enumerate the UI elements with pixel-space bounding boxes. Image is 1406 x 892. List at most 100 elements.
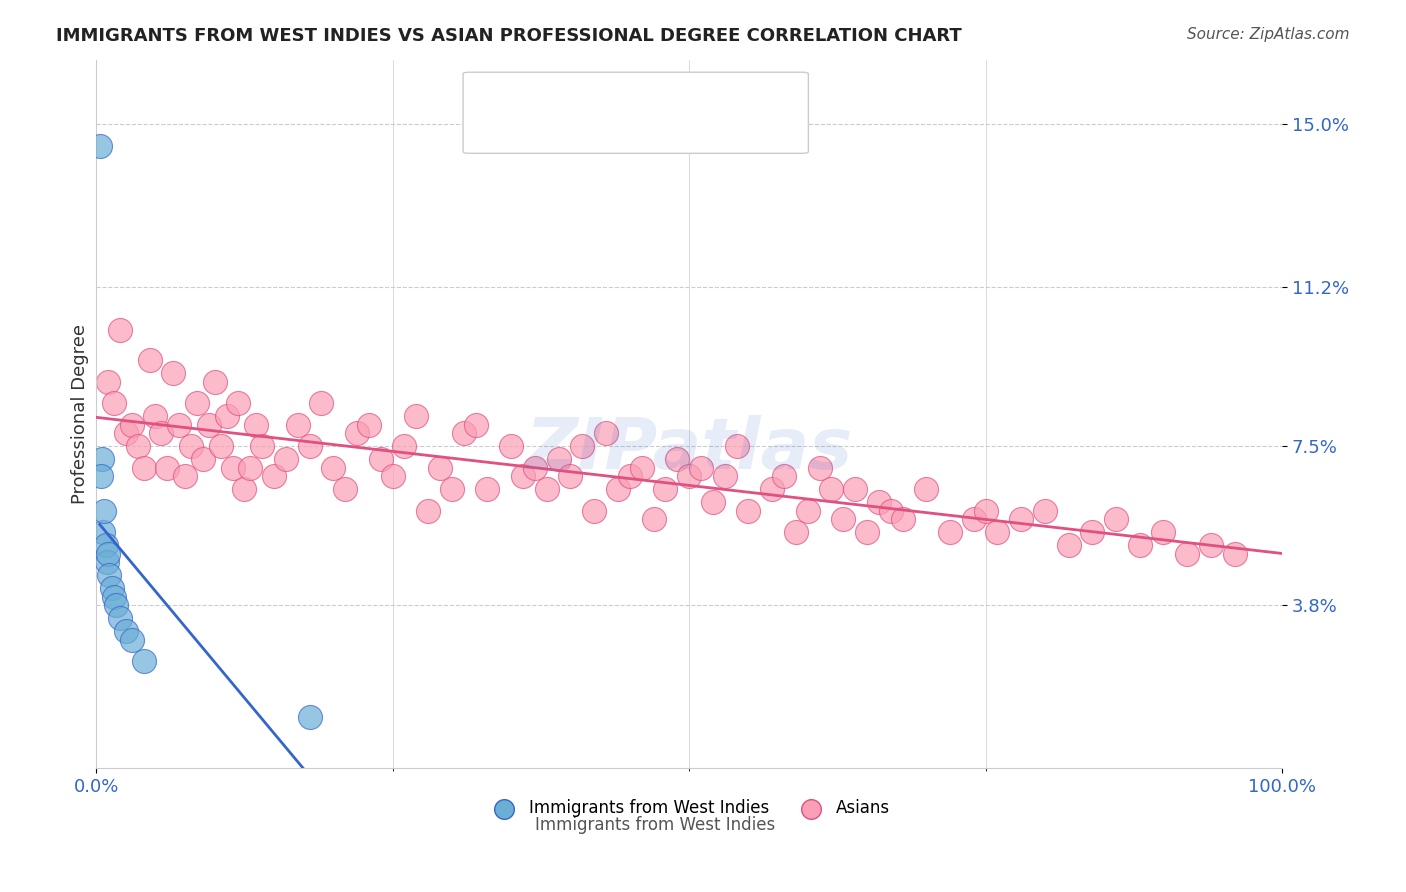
Point: [150, 426, 173, 441]
Point: [536, 482, 558, 496]
Point: [477, 482, 499, 496]
Point: [357, 417, 380, 432]
Point: [986, 525, 1008, 540]
Point: [233, 482, 256, 496]
Point: [162, 366, 184, 380]
Point: [322, 460, 344, 475]
Point: [138, 353, 160, 368]
Point: [287, 417, 309, 432]
Point: [394, 439, 416, 453]
Point: [560, 469, 582, 483]
Point: [868, 495, 890, 509]
Text: ZIPatlas: ZIPatlas: [526, 415, 853, 484]
Point: [97, 375, 120, 389]
Point: [245, 417, 267, 432]
Point: [381, 469, 404, 483]
Point: [96, 555, 118, 569]
Point: [97, 547, 120, 561]
Point: [167, 417, 190, 432]
Point: [221, 460, 243, 475]
Point: [215, 409, 238, 424]
Point: [785, 525, 807, 540]
Point: [263, 469, 285, 483]
Point: [820, 482, 842, 496]
Point: [180, 439, 202, 453]
Point: [643, 512, 665, 526]
Point: [89, 138, 111, 153]
Point: [114, 624, 136, 638]
Point: [94, 538, 117, 552]
Point: [737, 504, 759, 518]
Point: [856, 525, 879, 540]
Point: [606, 482, 628, 496]
Point: [1129, 538, 1152, 552]
Point: [105, 598, 128, 612]
Point: [702, 495, 724, 509]
Point: [114, 426, 136, 441]
Point: [464, 417, 486, 432]
Point: [121, 417, 143, 432]
Point: [1081, 525, 1104, 540]
Point: [963, 512, 986, 526]
Point: [440, 482, 463, 496]
Point: [274, 452, 297, 467]
Point: [311, 396, 333, 410]
Point: [298, 710, 321, 724]
Point: [145, 409, 167, 424]
Point: [121, 632, 143, 647]
Point: [725, 439, 748, 453]
Point: [127, 439, 149, 453]
Point: [91, 525, 114, 540]
Point: [1033, 504, 1056, 518]
Point: [186, 396, 208, 410]
Point: [405, 409, 427, 424]
Point: [619, 469, 641, 483]
Point: [773, 469, 796, 483]
Point: [974, 504, 997, 518]
Point: [595, 426, 617, 441]
Point: [832, 512, 855, 526]
Point: [91, 452, 114, 467]
Text: IMMIGRANTS FROM WEST INDIES VS ASIAN PROFESSIONAL DEGREE CORRELATION CHART: IMMIGRANTS FROM WEST INDIES VS ASIAN PRO…: [56, 27, 962, 45]
Point: [915, 482, 938, 496]
Point: [191, 452, 214, 467]
Point: [1199, 538, 1222, 552]
Point: [429, 460, 451, 475]
Point: [103, 396, 125, 410]
Point: [93, 504, 115, 518]
Point: [108, 323, 131, 337]
Y-axis label: Professional Degree: Professional Degree: [72, 324, 89, 504]
Point: [90, 469, 112, 483]
Point: [1057, 538, 1080, 552]
Point: [713, 469, 735, 483]
Point: [346, 426, 368, 441]
Point: [103, 590, 125, 604]
Point: [156, 460, 179, 475]
Point: [1010, 512, 1032, 526]
Point: [209, 439, 232, 453]
Point: [879, 504, 901, 518]
Point: [418, 504, 440, 518]
Point: [512, 469, 534, 483]
Point: [939, 525, 962, 540]
Point: [198, 417, 221, 432]
Legend: Immigrants from West Indies, Asians: Immigrants from West Indies, Asians: [481, 793, 897, 824]
Text: Immigrants from West Indies: Immigrants from West Indies: [534, 816, 775, 834]
Point: [100, 581, 122, 595]
Point: [891, 512, 914, 526]
Point: [174, 469, 197, 483]
Point: [678, 469, 700, 483]
Point: [844, 482, 866, 496]
Point: [370, 452, 392, 467]
Text: Source: ZipAtlas.com: Source: ZipAtlas.com: [1187, 27, 1350, 42]
Point: [666, 452, 689, 467]
Point: [108, 611, 131, 625]
Point: [1223, 547, 1246, 561]
Point: [547, 452, 569, 467]
Point: [690, 460, 713, 475]
Point: [298, 439, 321, 453]
Point: [239, 460, 262, 475]
Point: [571, 439, 593, 453]
Point: [1152, 525, 1174, 540]
Point: [228, 396, 250, 410]
